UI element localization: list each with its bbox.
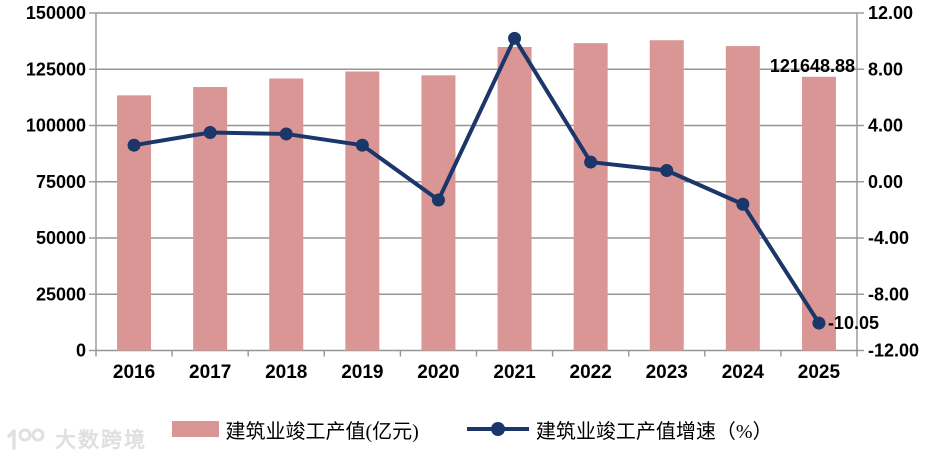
bar-2025 <box>801 76 836 351</box>
left-axis-label: 125000 <box>26 59 86 79</box>
line-marker-2021 <box>508 31 522 45</box>
x-axis-label: 2019 <box>341 362 383 383</box>
x-axis-label: 2021 <box>493 362 536 383</box>
right-axis-label: -12.00 <box>868 341 919 361</box>
growth-line <box>132 36 821 326</box>
left-axis-label: 0 <box>76 341 86 361</box>
line-marker-2017 <box>203 126 217 140</box>
left-axis-label: 150000 <box>26 3 86 23</box>
bar-2022 <box>573 43 608 351</box>
bar-data-label: 121648.88 <box>770 56 855 76</box>
line-marker-2018 <box>279 127 293 141</box>
watermark-logo <box>7 428 45 450</box>
bar-2018 <box>269 78 304 351</box>
left-axis-label: 50000 <box>36 228 86 248</box>
right-axis-label: -8.00 <box>868 284 909 304</box>
bar-series-swatch <box>171 421 219 437</box>
right-axis-label: 4.00 <box>868 116 903 136</box>
line-marker-2022 <box>584 155 598 169</box>
legend-label-line: 建筑业竣工产值增速（%） <box>535 420 773 443</box>
legend-item-line: 建筑业竣工产值增速（%） <box>466 415 773 444</box>
line-marker-2023 <box>660 164 674 177</box>
bar-2023 <box>649 40 684 351</box>
line-marker-2025 <box>812 316 826 330</box>
legend-item-bar: 建筑业竣工产值(亿元) <box>171 415 419 444</box>
line-marker-2019 <box>355 138 369 152</box>
watermark: 大数跨境 <box>6 424 147 454</box>
bar-2021 <box>497 46 532 351</box>
line-marker-2020 <box>431 193 445 207</box>
x-axis-label: 2016 <box>113 362 155 383</box>
bar-2016 <box>117 95 152 351</box>
left-axis-label: 100000 <box>26 116 86 136</box>
legend-label-bar: 建筑业竣工产值(亿元) <box>225 420 419 443</box>
x-axis-label: 2022 <box>570 362 612 383</box>
x-axis-label: 2018 <box>265 362 307 383</box>
x-axis-label: 2020 <box>417 362 459 383</box>
bar-2019 <box>345 71 380 351</box>
right-axis-label: 0.00 <box>868 172 903 192</box>
left-axis-label: 25000 <box>36 284 86 304</box>
x-axis-label: 2017 <box>189 362 231 383</box>
right-axis-label: 8.00 <box>868 59 903 79</box>
line-data-label: -10.05 <box>828 313 879 333</box>
line-swatch-marker <box>490 422 505 436</box>
x-axis-label: 2024 <box>722 362 765 383</box>
x-axis-label: 2023 <box>646 362 688 383</box>
line-marker-2016 <box>127 138 141 152</box>
bar-2020 <box>421 75 456 351</box>
right-axis-label: 12.00 <box>868 3 913 23</box>
x-axis-label: 2025 <box>798 362 841 383</box>
line-series-swatch <box>466 421 529 437</box>
legend: 建筑业竣工产值(亿元) 建筑业竣工产值增速（%） <box>0 412 944 446</box>
line-marker-2024 <box>736 197 750 211</box>
right-axis-label: -4.00 <box>868 228 909 248</box>
left-axis-label: 75000 <box>36 172 86 192</box>
watermark-text: 大数跨境 <box>55 429 147 452</box>
